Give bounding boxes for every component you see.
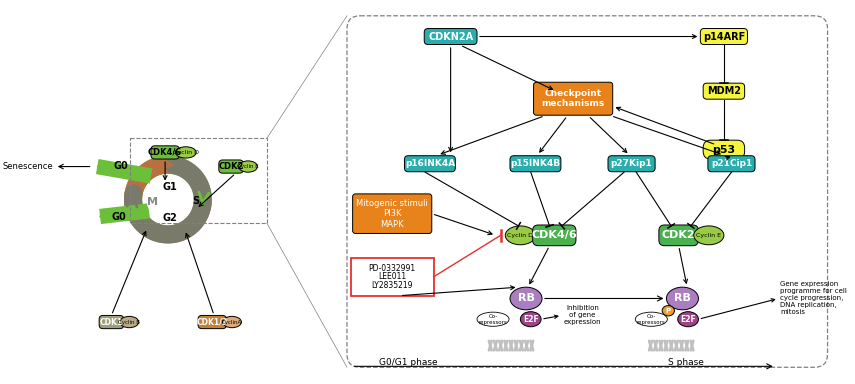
Text: P: P (666, 308, 671, 314)
FancyBboxPatch shape (703, 83, 745, 99)
Text: M: M (147, 197, 158, 207)
Text: Co-
repressors: Co- repressors (637, 314, 666, 324)
Text: LEE011: LEE011 (378, 272, 406, 281)
Text: G2: G2 (162, 214, 177, 223)
FancyBboxPatch shape (534, 82, 613, 115)
FancyBboxPatch shape (404, 156, 456, 172)
Text: CDK4/6: CDK4/6 (148, 148, 182, 157)
FancyBboxPatch shape (608, 156, 655, 172)
Text: Cyclin D: Cyclin D (507, 233, 534, 238)
Text: CyclinA: CyclinA (222, 319, 242, 324)
Ellipse shape (635, 312, 668, 326)
Text: S phase: S phase (669, 358, 705, 367)
Text: RB: RB (517, 293, 534, 303)
Text: CDK4/6: CDK4/6 (532, 230, 577, 240)
Ellipse shape (505, 226, 535, 245)
FancyBboxPatch shape (219, 160, 244, 173)
FancyBboxPatch shape (198, 315, 227, 329)
Text: Cyclin E: Cyclin E (237, 164, 259, 169)
Text: Cyclin B: Cyclin B (118, 319, 140, 324)
FancyBboxPatch shape (151, 146, 180, 159)
Ellipse shape (666, 287, 699, 310)
Text: p21Cip1: p21Cip1 (711, 159, 752, 168)
Text: Gene expression
programme for cell
cycle progression,
DNA replication,
mitosis: Gene expression programme for cell cycle… (781, 281, 847, 316)
FancyBboxPatch shape (708, 156, 755, 172)
Text: CDK1/2: CDK1/2 (197, 318, 227, 326)
Text: CDK2: CDK2 (662, 230, 695, 240)
FancyBboxPatch shape (424, 28, 477, 45)
Ellipse shape (693, 226, 724, 245)
Text: CDK2: CDK2 (218, 162, 244, 171)
Text: Cyclin E: Cyclin E (696, 233, 722, 238)
Text: p53: p53 (712, 145, 735, 155)
Ellipse shape (510, 287, 542, 310)
FancyBboxPatch shape (351, 258, 433, 296)
Ellipse shape (239, 161, 257, 172)
FancyBboxPatch shape (659, 225, 699, 246)
Text: CDKN2A: CDKN2A (428, 31, 473, 41)
Text: p14ARF: p14ARF (703, 31, 745, 41)
Ellipse shape (477, 312, 509, 326)
Text: E2F: E2F (523, 315, 539, 324)
FancyBboxPatch shape (99, 315, 124, 329)
Text: Mitogenic stimuli
PI3K
MAPK: Mitogenic stimuli PI3K MAPK (357, 199, 428, 228)
FancyBboxPatch shape (703, 140, 745, 159)
FancyBboxPatch shape (510, 156, 561, 172)
Ellipse shape (521, 312, 541, 327)
Text: PD-0332991: PD-0332991 (369, 264, 416, 273)
Text: p27Kip1: p27Kip1 (610, 159, 652, 168)
Ellipse shape (222, 316, 241, 328)
Ellipse shape (662, 306, 675, 316)
Text: Inhibition
of gene
expression: Inhibition of gene expression (563, 305, 601, 326)
Text: CDK1: CDK1 (100, 318, 123, 326)
FancyBboxPatch shape (700, 28, 747, 45)
Text: G0: G0 (114, 161, 128, 170)
Text: Cyclin D: Cyclin D (173, 150, 199, 155)
Text: p16INK4A: p16INK4A (404, 159, 455, 168)
Ellipse shape (120, 316, 139, 328)
Text: Checkpoint
mechanisms: Checkpoint mechanisms (541, 89, 604, 108)
Ellipse shape (175, 147, 196, 158)
Text: G0/G1 phase: G0/G1 phase (379, 358, 438, 367)
Text: G0: G0 (111, 212, 127, 222)
Text: LY2835219: LY2835219 (371, 281, 413, 290)
Text: E2F: E2F (681, 315, 696, 324)
Circle shape (147, 179, 189, 220)
FancyBboxPatch shape (533, 225, 576, 246)
Text: p15INK4B: p15INK4B (510, 159, 561, 168)
Text: S: S (192, 197, 200, 207)
FancyBboxPatch shape (352, 194, 432, 233)
Text: RB: RB (674, 293, 691, 303)
Text: Co-
repressors: Co- repressors (479, 314, 507, 324)
Text: G1: G1 (162, 182, 177, 192)
Ellipse shape (678, 312, 699, 327)
Text: MDM2: MDM2 (707, 86, 741, 96)
Text: Senescence: Senescence (3, 162, 53, 171)
